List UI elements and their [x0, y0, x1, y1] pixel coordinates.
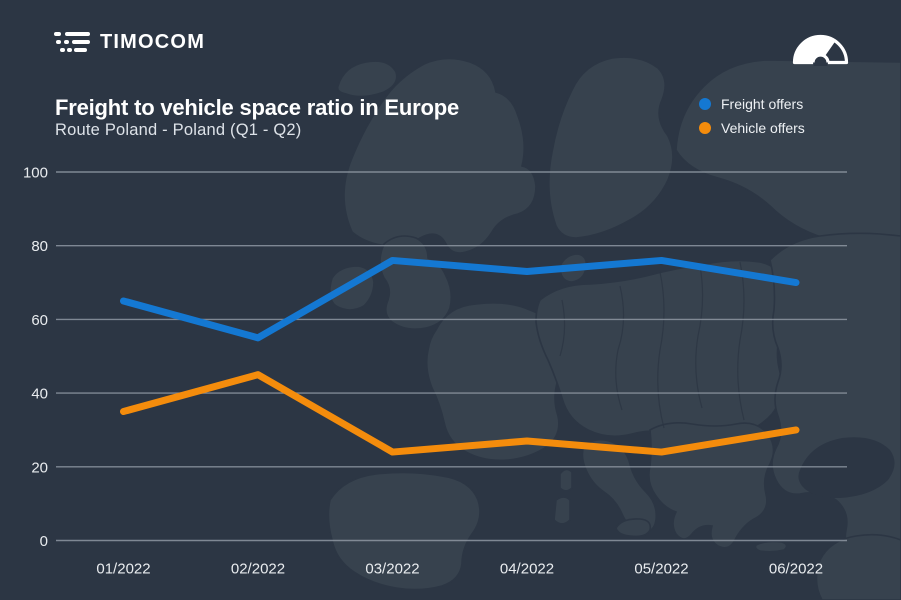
- chart-legend: Freight offers Vehicle offers: [699, 96, 805, 136]
- y-axis-tick-100: 100: [23, 165, 48, 182]
- map-sicily: [615, 518, 652, 538]
- gauge-pivot-arc: [811, 53, 830, 63]
- chart-title: Freight to vehicle space ratio in Europe: [55, 95, 459, 120]
- y-axis-tick-20: 20: [31, 459, 48, 476]
- x-axis-tick-01-2022: 01/2022: [96, 561, 150, 578]
- x-axis-tick-03-2022: 03/2022: [365, 561, 419, 578]
- map-sardinia: [553, 496, 571, 525]
- brand-name: TIMOCOM: [100, 31, 206, 53]
- brand-logo: TIMOCOM: [54, 31, 205, 54]
- freight-offers-legend-label: Freight offers: [721, 96, 804, 112]
- x-axis-tick-05-2022: 05/2022: [634, 561, 688, 578]
- map-balkans-greece: [648, 422, 775, 549]
- freight-offers-legend-dot: [699, 98, 711, 110]
- x-axis-tick-02-2022: 02/2022: [231, 561, 285, 578]
- map-corsica: [559, 468, 573, 492]
- series-line-vehicle-offers: [120, 371, 800, 456]
- x-axis-tick-06-2022: 06/2022: [769, 561, 823, 578]
- map-finland: [548, 56, 674, 239]
- legend-item-freight-offers: Freight offers: [699, 96, 805, 112]
- legend-item-vehicle-offers: Vehicle offers: [699, 120, 805, 136]
- chart-subtitle: Route Poland - Poland (Q1 - Q2): [55, 121, 302, 139]
- y-axis-tick-0: 0: [40, 533, 48, 550]
- y-axis-tick-80: 80: [31, 238, 48, 255]
- vehicle-offers-legend-dot: [699, 122, 711, 134]
- map-turkey: [815, 533, 901, 600]
- x-axis-tick-04-2022: 04/2022: [500, 561, 554, 578]
- map-black-sea: [798, 437, 895, 498]
- map-scandinavia: [343, 57, 537, 254]
- barometer-gauge-icon: [792, 34, 849, 66]
- y-axis-tick-60: 60: [31, 312, 48, 329]
- gauge-filled-sector: [794, 36, 836, 63]
- map-iceland: [336, 60, 398, 98]
- map-iberia: [327, 471, 481, 591]
- map-country-borders: [559, 261, 745, 429]
- timocom-logo-icon: [54, 32, 91, 53]
- map-crete: [754, 540, 788, 553]
- vehicle-offers-legend-label: Vehicle offers: [721, 120, 805, 136]
- y-axis-tick-40: 40: [31, 386, 48, 403]
- series-line-freight-offers: [120, 256, 800, 342]
